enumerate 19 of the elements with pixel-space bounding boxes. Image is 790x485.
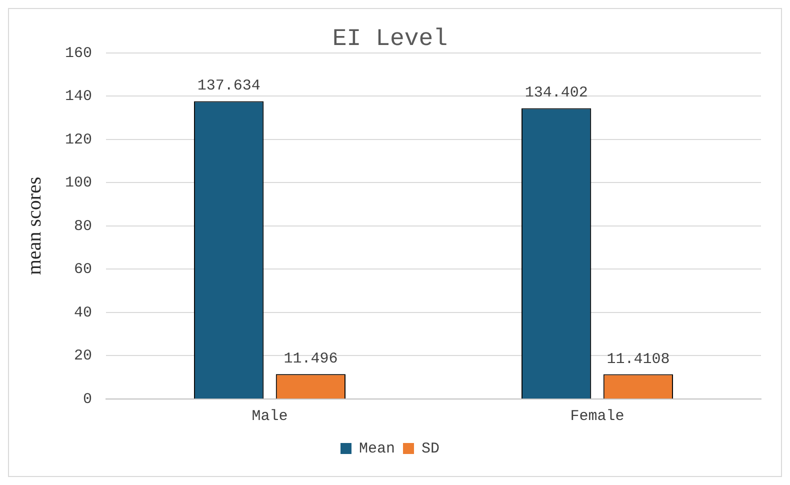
data-label: 134.402 (524, 84, 588, 102)
y-tick-label: 160 (64, 44, 92, 62)
data-label: 11.496 (284, 350, 338, 368)
chart-title: EI Level (332, 26, 448, 53)
y-tick-label: 80 (74, 218, 92, 235)
y-tick-label: 120 (64, 131, 92, 148)
y-tick-label: 60 (74, 261, 92, 278)
y-tick-label: 0 (82, 390, 92, 408)
data-label: 11.4108 (606, 350, 670, 368)
y-tick-label: 100 (64, 174, 92, 192)
y-axis-title: mean scores (23, 176, 46, 276)
y-tick-label: 40 (74, 304, 92, 322)
data-label: 137.634 (197, 78, 260, 95)
legend-label: Mean (358, 440, 396, 458)
x-tick-label: Female (570, 408, 624, 425)
y-tick-label: 140 (64, 88, 92, 106)
y-tick-label: 20 (74, 348, 92, 365)
legend-label: SD (422, 440, 440, 458)
x-tick-label: Male (252, 408, 288, 425)
